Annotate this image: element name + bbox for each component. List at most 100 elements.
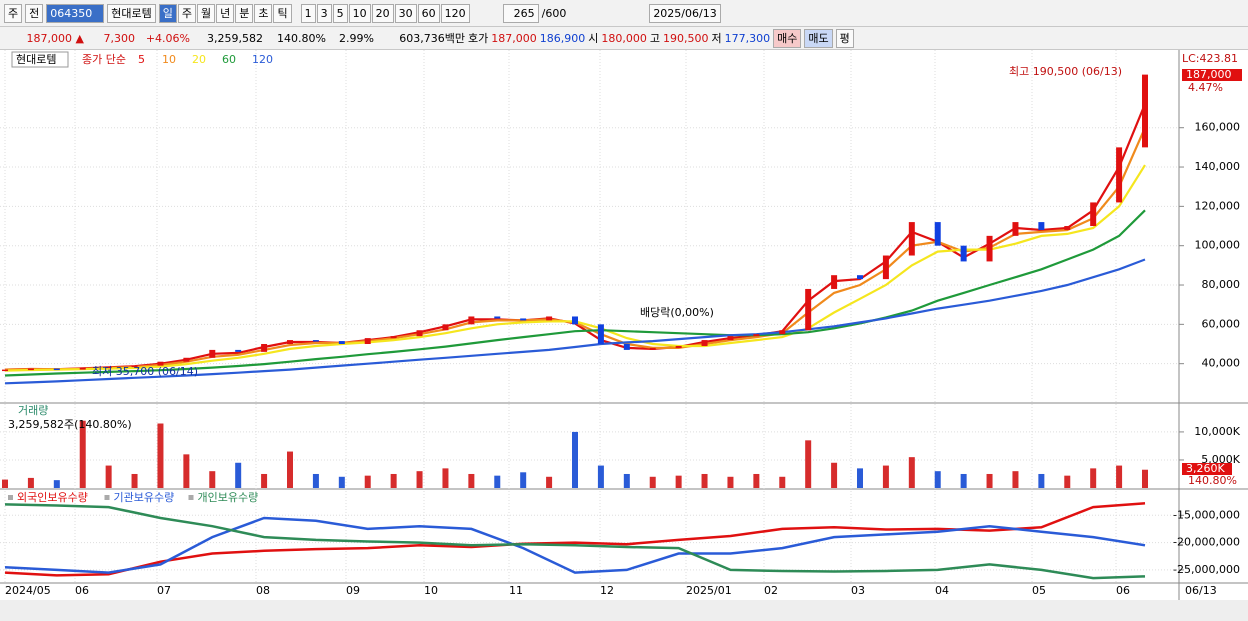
candle bbox=[1012, 222, 1019, 236]
volume-bar bbox=[1090, 468, 1097, 488]
volume-ratio: 140.80% bbox=[1188, 474, 1237, 487]
y-tick-label: 5,000K bbox=[1201, 453, 1240, 466]
market[interactable]: 주 bbox=[4, 3, 23, 23]
candle bbox=[390, 336, 397, 339]
candle bbox=[649, 347, 656, 350]
last-box bbox=[1182, 69, 1242, 81]
legend-entry: 5 bbox=[138, 53, 145, 66]
candle bbox=[183, 357, 190, 362]
code-input[interactable]: 064350 bbox=[46, 3, 105, 23]
y-tick-label: 80,000 bbox=[1202, 278, 1241, 291]
interval-button[interactable]: 10 bbox=[348, 3, 371, 23]
volume-bar bbox=[960, 473, 967, 488]
interval-button[interactable]: 20 bbox=[371, 3, 394, 23]
volume-bar bbox=[338, 476, 345, 488]
interval-button[interactable]: 3 bbox=[316, 3, 332, 23]
x-tick-label: 05 bbox=[1032, 584, 1046, 597]
candle bbox=[805, 288, 812, 331]
price: 187,000 ▲ bbox=[26, 31, 84, 45]
x-tick-label: 06 bbox=[75, 584, 89, 597]
volume-bar bbox=[753, 473, 760, 488]
period-button[interactable]: 틱 bbox=[273, 3, 292, 23]
candle bbox=[675, 345, 682, 348]
y-tick-label: -25,000,000 bbox=[1173, 563, 1240, 576]
y-tick-label: 100,000 bbox=[1195, 239, 1241, 252]
scrollbar[interactable] bbox=[0, 600, 1248, 621]
volume-bar bbox=[364, 475, 371, 488]
avg-button[interactable]: 평 bbox=[835, 28, 854, 48]
volume-bar bbox=[623, 473, 630, 488]
legend-entry: 기관보유수량 bbox=[114, 491, 175, 504]
candle bbox=[209, 349, 216, 358]
volume-ratio: 140.80% bbox=[277, 31, 326, 45]
volume-bar bbox=[857, 468, 863, 488]
volume-bar bbox=[597, 465, 604, 488]
volume-bar bbox=[468, 473, 475, 488]
volume-bar bbox=[831, 462, 838, 488]
volume-bar bbox=[520, 472, 527, 488]
legend-label: 종가 단순 bbox=[82, 53, 126, 66]
interval-button[interactable]: 60 bbox=[417, 3, 440, 23]
interval-button[interactable]: 5 bbox=[332, 3, 348, 23]
legend-entry: 120 bbox=[252, 53, 273, 66]
period-button[interactable]: 분 bbox=[235, 3, 254, 23]
period-button[interactable]: 월 bbox=[196, 3, 216, 23]
period-button[interactable]: 초 bbox=[254, 3, 273, 23]
rate-label: 4.47% bbox=[1188, 81, 1223, 94]
high: 190,500 bbox=[663, 31, 709, 45]
volume-bar bbox=[546, 476, 553, 488]
count[interactable]: 265 bbox=[502, 3, 539, 23]
chart-subtitle: 3,259,582주(140.80%) bbox=[8, 418, 132, 431]
holding-line bbox=[4, 516, 1146, 574]
x-tick-label: 06 bbox=[1116, 584, 1130, 597]
volume-bar bbox=[287, 451, 293, 488]
x-tick-label: 12 bbox=[600, 584, 614, 597]
period-button[interactable]: 일 bbox=[158, 3, 177, 23]
volume-bar bbox=[805, 440, 812, 488]
volume-bar bbox=[1012, 471, 1019, 488]
interval-button[interactable]: 30 bbox=[394, 3, 417, 23]
annotation-dividend: 배당락(0,00%) bbox=[640, 306, 714, 319]
candle bbox=[364, 338, 371, 345]
candle bbox=[494, 316, 501, 319]
low-label: 저 bbox=[711, 32, 722, 45]
sell-button[interactable]: 매도 bbox=[804, 28, 833, 48]
interval-button[interactable]: 1 bbox=[300, 3, 316, 23]
max: /600 bbox=[541, 6, 567, 20]
candle bbox=[442, 324, 449, 331]
x-tick-label: 02 bbox=[764, 584, 778, 597]
stock-name[interactable]: 현대로템 bbox=[107, 3, 156, 23]
annotation-low: 최저 35,700 (06/14) bbox=[92, 365, 198, 378]
candle bbox=[131, 365, 138, 368]
candle bbox=[1090, 202, 1097, 227]
date[interactable]: 2025/06/13 bbox=[649, 3, 721, 23]
volume-bar bbox=[1142, 469, 1148, 488]
y-tick-label: -20,000,000 bbox=[1173, 536, 1240, 549]
candle bbox=[546, 316, 553, 321]
candle bbox=[53, 368, 60, 371]
y-tick-label: 140,000 bbox=[1195, 160, 1241, 173]
period-button[interactable]: 년 bbox=[216, 3, 235, 23]
buy-button[interactable]: 매수 bbox=[773, 28, 802, 48]
volume: 3,259,582 bbox=[207, 31, 263, 45]
open-label: 시 bbox=[588, 32, 599, 45]
y-tick-label: -15,000,000 bbox=[1173, 508, 1240, 521]
candle bbox=[597, 324, 604, 345]
lc-label: LC:423.81 bbox=[1182, 52, 1238, 65]
candle bbox=[960, 245, 967, 262]
bid-label: 호가 bbox=[468, 32, 489, 45]
period-button[interactable]: 주 bbox=[177, 3, 196, 23]
chart-bg bbox=[0, 50, 1248, 621]
interval-button[interactable]: 120 bbox=[440, 3, 470, 23]
candle bbox=[338, 341, 345, 345]
x-tick-label: 07 bbox=[157, 584, 171, 597]
last-volume: 3,260K bbox=[1186, 462, 1225, 475]
last-label: 187,000 bbox=[1186, 68, 1232, 81]
candle bbox=[468, 316, 475, 325]
candle bbox=[572, 316, 578, 325]
prev[interactable]: 전 bbox=[25, 3, 44, 23]
chart: 2024/05 06 07 08 09 10 11 12 2025/01 02 03 04 05 06 06… bbox=[0, 50, 1248, 621]
candle bbox=[1038, 222, 1045, 230]
